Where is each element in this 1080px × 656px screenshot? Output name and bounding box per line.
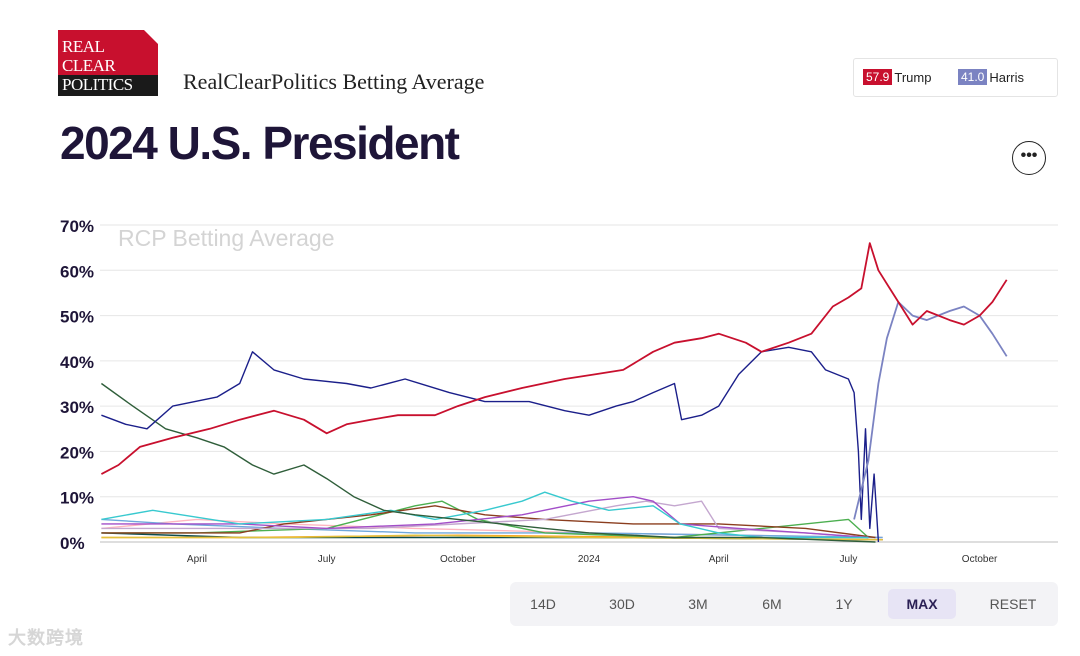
harris-line bbox=[853, 301, 1008, 520]
x-tick-label: July bbox=[318, 554, 336, 565]
y-tick-label: 30% bbox=[60, 398, 94, 417]
range-button-max[interactable]: MAX bbox=[888, 589, 956, 619]
x-tick-label: April bbox=[709, 554, 729, 565]
legend-item-trump[interactable]: 57.9 Trump bbox=[863, 69, 931, 85]
x-tick-label: July bbox=[840, 554, 858, 565]
more-options-button[interactable]: ••• bbox=[1012, 141, 1046, 175]
y-tick-label: 20% bbox=[60, 443, 94, 462]
legend-item-harris[interactable]: 41.0 Harris bbox=[958, 69, 1024, 85]
logo-fold-corner bbox=[144, 30, 158, 44]
legend-harris-name: Harris bbox=[989, 69, 1025, 85]
logo-line-1: REAL bbox=[62, 37, 105, 56]
range-button-3m[interactable]: 3M bbox=[688, 596, 708, 612]
range-button-30d[interactable]: 30D bbox=[609, 596, 635, 612]
x-tick-label: October bbox=[440, 554, 476, 565]
range-button-1y[interactable]: 1Y bbox=[835, 596, 853, 612]
page-title: 2024 U.S. President bbox=[60, 117, 460, 169]
series-line bbox=[101, 496, 869, 539]
x-tick-label: April bbox=[187, 554, 207, 565]
rcp-logo[interactable]: REAL CLEAR POLITICS bbox=[58, 30, 158, 96]
logo-line-2: CLEAR bbox=[62, 56, 116, 75]
range-button-14d[interactable]: 14D bbox=[530, 596, 556, 612]
range-button-reset[interactable]: RESET bbox=[989, 596, 1037, 612]
series-line bbox=[101, 518, 883, 539]
series-line bbox=[101, 491, 869, 539]
trump-line bbox=[100, 242, 1008, 475]
page-subtitle: RealClearPolitics Betting Average bbox=[183, 69, 485, 94]
y-tick-label: 60% bbox=[60, 262, 94, 281]
series-line bbox=[101, 534, 883, 541]
logo-line-3: POLITICS bbox=[58, 75, 158, 96]
legend-trump-name: Trump bbox=[894, 69, 932, 85]
legend-harris-value: 41.0 bbox=[958, 69, 988, 85]
series-line bbox=[100, 382, 876, 543]
y-tick-label: 70% bbox=[60, 217, 94, 236]
series-line bbox=[101, 346, 880, 543]
y-tick-label: 40% bbox=[60, 353, 94, 372]
y-tick-label: 10% bbox=[60, 489, 94, 508]
x-tick-label: October bbox=[962, 554, 998, 565]
y-tick-label: 0% bbox=[60, 534, 85, 553]
x-tick-label: 2024 bbox=[578, 554, 601, 565]
range-selector: 14D 30D 3M 6M 1Y MAX RESET bbox=[510, 582, 1058, 626]
betting-average-chart: 0% 10% 20% 30% 40% 50% 60% 70% RCP Betting Avera… bbox=[60, 217, 1058, 565]
range-button-6m[interactable]: 6M bbox=[762, 596, 782, 612]
y-tick-label: 50% bbox=[60, 308, 94, 327]
candidate-legend: 57.9 Trump 41.0 Harris bbox=[853, 58, 1058, 97]
chart-title: RCP Betting Average bbox=[118, 225, 335, 251]
series-line bbox=[101, 505, 876, 539]
legend-trump-value: 57.9 bbox=[863, 69, 893, 85]
watermark-text: 大数跨境 bbox=[8, 628, 84, 648]
